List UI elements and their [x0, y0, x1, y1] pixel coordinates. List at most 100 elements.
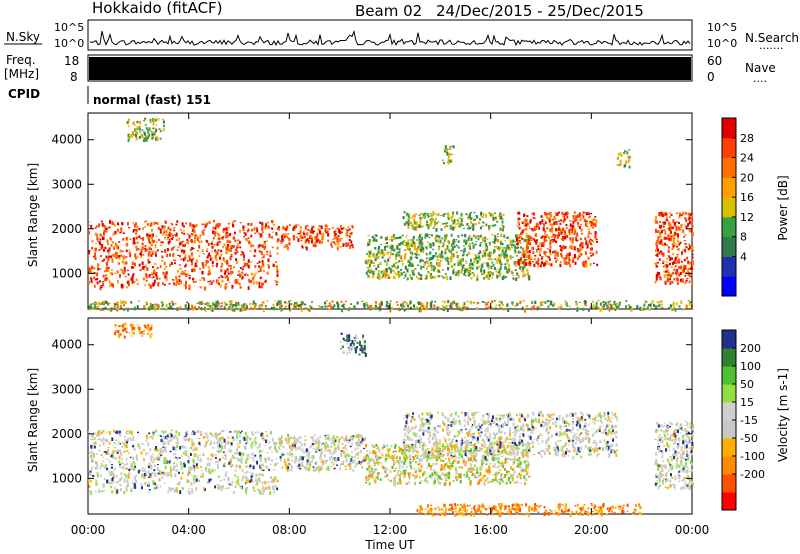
power-echo — [664, 211, 667, 213]
power-echo — [110, 308, 113, 312]
power-echo — [560, 253, 562, 256]
power-echo — [483, 269, 486, 274]
power-echo — [249, 250, 252, 252]
power-echo — [293, 225, 296, 229]
power-echo — [88, 269, 91, 272]
power-echo — [482, 222, 485, 224]
power-echo — [194, 234, 197, 237]
power-echo — [486, 302, 489, 306]
power-echo — [440, 275, 443, 277]
velocity-echo — [147, 491, 150, 494]
power-echo — [126, 123, 129, 125]
velocity-echo — [354, 448, 357, 451]
power-echo — [91, 246, 94, 250]
power-echo — [186, 260, 189, 262]
power-echo — [380, 244, 382, 246]
power-echo — [662, 226, 665, 228]
power-echo — [450, 233, 453, 237]
power-echo — [254, 232, 257, 234]
power-echo — [517, 250, 520, 254]
velocity-echo — [295, 447, 297, 451]
power-echo — [427, 265, 430, 267]
power-echo — [281, 235, 284, 239]
power-echo — [175, 232, 178, 237]
power-echo — [114, 272, 117, 274]
power-echo — [523, 228, 526, 231]
velocity-echo — [167, 442, 170, 445]
power-colorbar-segment — [722, 236, 736, 257]
velocity-echo — [189, 491, 192, 495]
velocity-echo — [111, 477, 114, 482]
velocity-echo — [203, 444, 206, 448]
power-echo — [161, 302, 164, 306]
power-echo — [257, 245, 260, 249]
power-echo — [579, 246, 582, 250]
power-echo — [535, 228, 538, 230]
power-echo — [446, 161, 449, 164]
velocity-echo — [356, 447, 359, 450]
power-echo — [276, 269, 279, 273]
power-echo — [386, 300, 389, 305]
power-echo — [617, 153, 620, 156]
velocity-echo — [261, 481, 264, 485]
power-echo — [683, 224, 686, 226]
velocity-echo — [251, 431, 254, 435]
power-echo — [475, 215, 478, 217]
velocity-echo — [178, 457, 181, 459]
velocity-echo — [315, 467, 318, 471]
velocity-echo — [266, 452, 269, 454]
power-echo — [275, 283, 278, 286]
power-echo — [380, 270, 383, 274]
velocity-echo — [444, 469, 447, 471]
velocity-echo — [414, 446, 417, 449]
power-echo — [434, 219, 436, 224]
power-echo — [114, 303, 117, 306]
power-echo — [122, 232, 125, 234]
power-echo — [260, 251, 263, 255]
power-echo — [487, 306, 490, 310]
power-echo — [511, 272, 514, 274]
velocity-echo — [331, 441, 333, 444]
power-echo — [575, 301, 578, 303]
velocity-echo — [110, 454, 113, 458]
power-echo — [116, 228, 119, 232]
power-colorbar-segment — [722, 216, 736, 238]
power-echo — [558, 233, 560, 237]
power-echo — [467, 236, 470, 241]
velocity-echo — [156, 466, 159, 471]
power-echo — [450, 256, 453, 260]
power-echo — [413, 245, 416, 249]
power-echo — [414, 256, 417, 258]
power-echo — [536, 251, 538, 253]
power-echo — [502, 225, 505, 228]
velocity-echo — [157, 449, 160, 452]
power-colorbar-tick-label: 4 — [740, 250, 747, 263]
power-echo — [581, 242, 584, 245]
power-echo — [167, 307, 170, 310]
velocity-echo — [424, 451, 427, 455]
power-echo — [459, 308, 461, 310]
velocity-echo — [132, 482, 134, 485]
velocity-echo — [211, 470, 214, 473]
power-echo — [397, 270, 400, 274]
velocity-echo — [290, 449, 293, 451]
power-echo — [144, 248, 147, 250]
power-echo — [142, 138, 145, 143]
power-echo — [339, 225, 342, 229]
power-echo — [227, 226, 230, 229]
power-echo — [272, 303, 275, 307]
power-echo — [183, 249, 186, 253]
power-echo — [243, 226, 246, 229]
power-echo — [118, 257, 121, 260]
power-echo — [337, 308, 340, 310]
power-echo — [691, 212, 693, 214]
power-echo — [216, 262, 219, 266]
velocity-echo — [332, 451, 335, 453]
power-echo — [202, 267, 205, 270]
power-echo — [384, 237, 387, 241]
velocity-echo — [359, 434, 362, 437]
power-echo — [537, 263, 540, 268]
velocity-echo — [332, 435, 335, 439]
power-echo — [455, 239, 458, 241]
power-echo — [369, 305, 372, 309]
